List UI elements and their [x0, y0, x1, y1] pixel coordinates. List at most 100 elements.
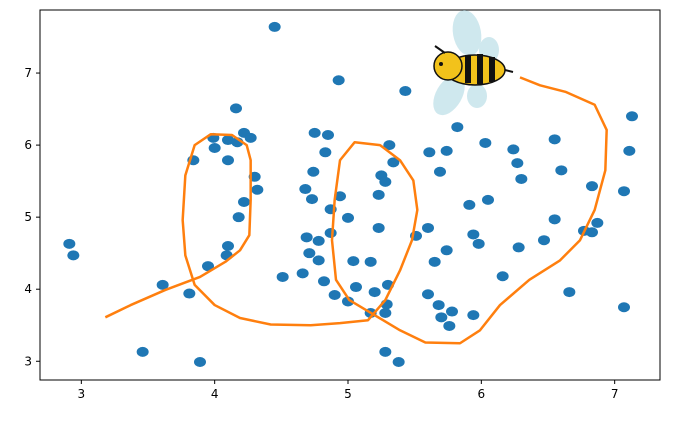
x-tick-label: 5	[344, 387, 352, 401]
x-tick-label: 6	[478, 387, 486, 401]
scatter-point	[364, 256, 377, 267]
scatter-point	[312, 255, 325, 266]
scatter-point	[232, 212, 245, 223]
scatter-point	[555, 165, 568, 176]
scatter-point	[512, 242, 525, 253]
scatter-point	[467, 229, 480, 240]
scatter-point	[626, 111, 638, 122]
scatter-point	[63, 238, 76, 249]
scatter-point	[276, 271, 289, 282]
plot-frame	[39, 9, 661, 381]
scatter-point	[482, 194, 494, 205]
scatter-point	[156, 279, 169, 290]
scatter-point	[422, 222, 434, 233]
scatter-point	[238, 197, 250, 208]
scatter-point	[208, 142, 221, 153]
scatter-point	[443, 320, 456, 331]
scatter-point	[230, 103, 242, 114]
scatter-point	[268, 21, 281, 32]
scatter-point	[307, 166, 320, 177]
bee-stripe	[477, 54, 483, 84]
bee-wing	[467, 84, 487, 108]
x-tick-label: 7	[611, 387, 619, 401]
scatter-point	[222, 135, 234, 146]
y-tick-label: 7	[24, 66, 32, 80]
scatter-point	[202, 261, 214, 272]
scatter-point	[586, 227, 598, 238]
y-tick-label: 6	[24, 138, 32, 152]
bee-stripe	[465, 55, 471, 83]
plot-area: 3 4 5 6 7 3 4 5 6 7	[24, 9, 661, 401]
scatter-point	[467, 310, 480, 321]
scatter-point	[451, 122, 464, 133]
y-tick-label: 3	[24, 354, 32, 368]
scatter-point	[342, 212, 354, 223]
scatter-point	[399, 86, 412, 97]
scatter-point	[303, 248, 316, 259]
scatter-point	[136, 346, 149, 357]
bee-head	[433, 51, 463, 81]
scatter-point	[334, 191, 346, 202]
scatter-point	[463, 199, 476, 210]
scatter-point	[318, 276, 330, 287]
bee-eye	[439, 62, 443, 66]
scatter-point	[472, 238, 485, 249]
scatter-point	[432, 300, 445, 311]
scatter-point	[251, 184, 264, 195]
scatter-point	[479, 137, 492, 148]
scatter-point	[379, 346, 392, 357]
y-tick-label: 4	[24, 282, 32, 296]
scatter-point	[67, 250, 80, 261]
scatter-point	[511, 158, 524, 169]
scatter-point	[328, 289, 341, 300]
scatter-point	[440, 245, 453, 256]
scatter-point	[324, 228, 337, 239]
scatter-point	[300, 232, 313, 243]
scatter-point	[379, 307, 392, 318]
scatter-point	[440, 145, 453, 156]
x-tick-label: 3	[78, 387, 86, 401]
scatter-point	[548, 134, 561, 145]
bee-icon	[433, 10, 514, 116]
scatter-point	[446, 306, 458, 317]
scatter-point	[623, 145, 636, 156]
scatter-point	[515, 173, 528, 184]
scatter-point	[322, 130, 334, 141]
bee-stripe	[489, 57, 495, 82]
scatter-point	[435, 312, 448, 323]
scatter-point	[591, 217, 604, 228]
scatter-point	[507, 144, 520, 155]
scatter-point	[350, 282, 362, 293]
scatter-point	[306, 194, 318, 205]
bee-wing	[452, 10, 482, 56]
scatter-point	[586, 181, 598, 192]
scatter-point	[563, 287, 576, 298]
scatter-point	[222, 155, 234, 166]
x-tick-label: 4	[211, 387, 219, 401]
scatter-point	[332, 75, 345, 86]
bee-path-line	[104, 76, 608, 345]
scatter-point	[222, 240, 234, 251]
bee-antenna	[434, 45, 514, 73]
scatter-point	[347, 256, 360, 267]
scatter-point	[383, 140, 396, 151]
scatter-point	[379, 176, 392, 187]
scatter-point	[422, 289, 434, 300]
scatter-point	[372, 189, 385, 200]
bee-wing	[433, 74, 465, 116]
y-tick-label: 5	[24, 210, 32, 224]
scatter-point	[194, 356, 206, 367]
scatter-point	[312, 235, 325, 246]
scatter-point	[342, 296, 354, 307]
scatter-point	[368, 287, 381, 298]
scatter-point	[496, 271, 509, 282]
scatter-point	[423, 147, 436, 158]
scatter-point	[538, 235, 550, 246]
scatter-point	[428, 256, 441, 267]
scatter-point	[387, 157, 400, 168]
scatter-point	[434, 166, 446, 177]
scatter-point	[299, 184, 312, 195]
scatter-point	[244, 132, 257, 143]
scatter-point	[618, 186, 630, 197]
